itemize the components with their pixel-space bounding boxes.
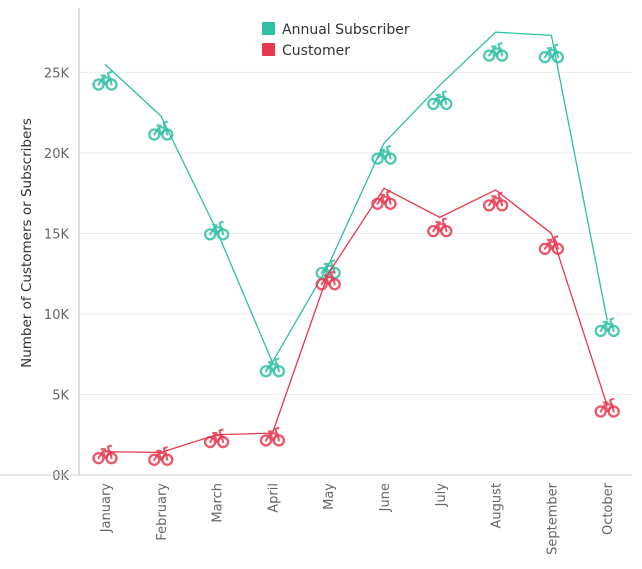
bicycle-icon[interactable] (315, 270, 341, 291)
x-tick-label: July (434, 483, 449, 508)
x-tick-label: June (378, 483, 393, 512)
series-customer (92, 187, 620, 466)
bicycle-icon[interactable] (259, 426, 286, 447)
bicycle-icon[interactable] (148, 120, 174, 141)
bicycle-icon[interactable] (259, 357, 286, 378)
legend-label: Annual Subscriber (282, 22, 410, 38)
x-tick-label: May (322, 483, 337, 510)
bicycle-icon[interactable] (594, 397, 620, 418)
bicycle-icon[interactable] (538, 235, 565, 255)
bicycle-icon[interactable] (203, 220, 230, 241)
y-tick-label: 25K (44, 66, 70, 81)
x-tick-label: April (266, 483, 281, 513)
legend-swatch (262, 22, 275, 35)
series-annual-subscriber (92, 31, 620, 378)
y-tick-label: 5K (52, 388, 69, 403)
legend-item[interactable]: Annual Subscriber (262, 22, 410, 38)
x-tick-label: March (211, 483, 226, 523)
y-tick-label: 10K (44, 308, 70, 323)
x-tick-label: January (99, 483, 114, 534)
bicycle-icon[interactable] (92, 70, 118, 91)
x-tick-label: September (545, 482, 560, 555)
y-tick-label: 15K (44, 227, 70, 242)
legend-item[interactable]: Customer (262, 43, 350, 59)
bicycle-icon[interactable] (538, 43, 565, 64)
y-tick-label: 0K (52, 469, 69, 484)
axes: 0K 5K 10K 15K 20K 25K January February March Apri… (0, 8, 632, 555)
series-line (104, 31, 608, 364)
series-line (104, 187, 608, 454)
bicycle-icon[interactable] (594, 317, 620, 338)
legend[interactable]: Annual Subscriber Customer (262, 22, 410, 59)
bicycle-icon[interactable] (482, 41, 509, 62)
x-tick-label: August (490, 483, 505, 529)
bicycle-icon[interactable] (203, 428, 230, 449)
series-area (92, 31, 620, 466)
x-tick-label: February (155, 483, 170, 541)
bicycle-icon[interactable] (371, 190, 397, 210)
y-axis-title: Number of Customers or Subscribers (19, 118, 35, 368)
x-tick-label: October (601, 482, 616, 535)
legend-swatch (262, 43, 275, 56)
legend-label: Customer (282, 43, 350, 59)
y-tick-label: 20K (44, 147, 70, 162)
grid (79, 71, 632, 395)
bicycle-icon[interactable] (92, 444, 118, 465)
